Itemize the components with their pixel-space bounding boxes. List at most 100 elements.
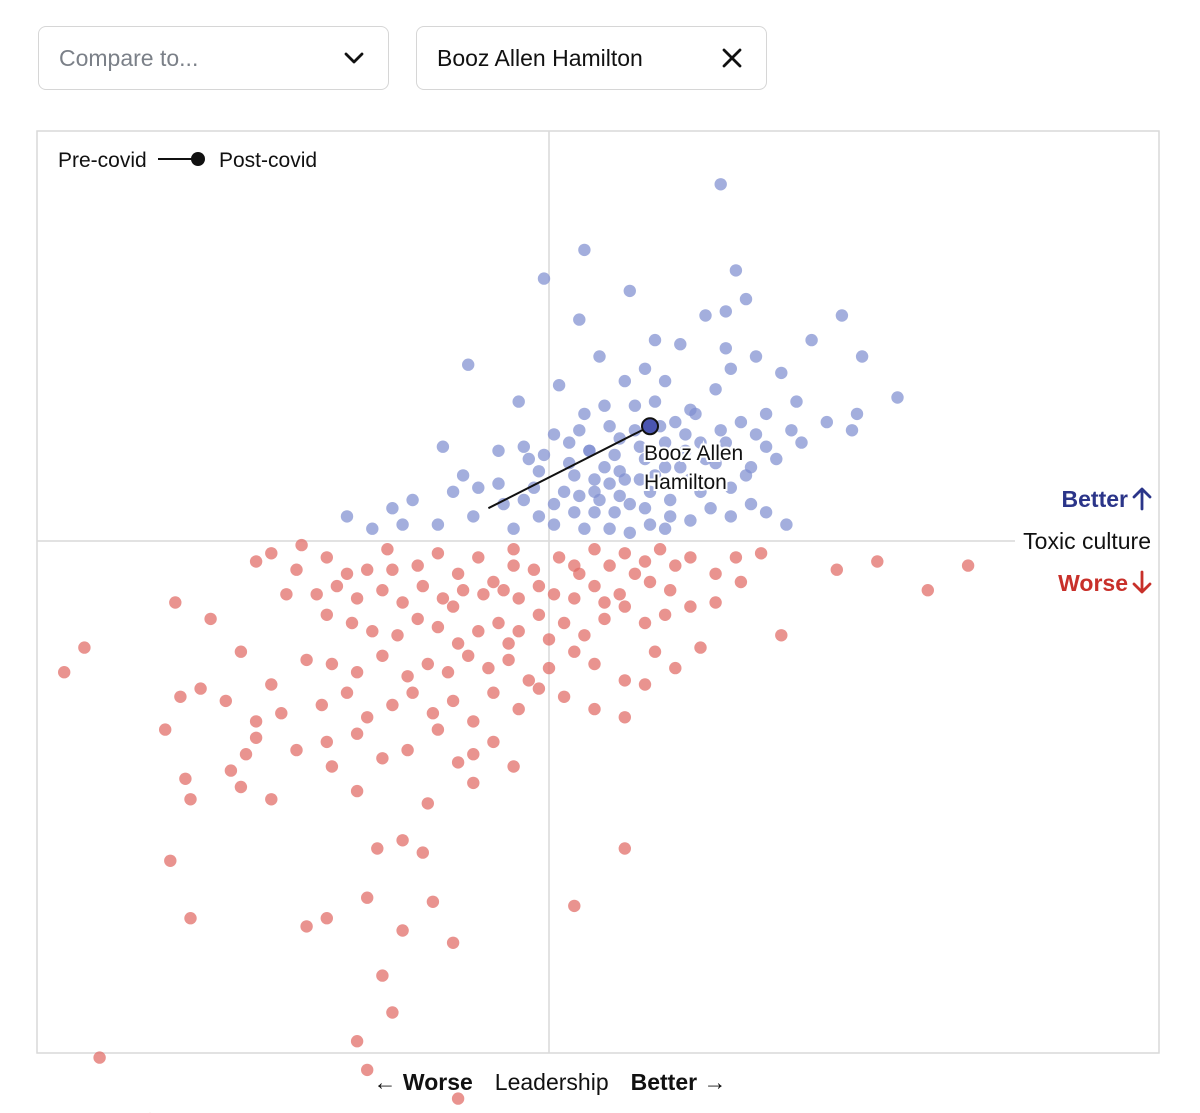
better-point (749, 428, 763, 441)
better-point (623, 526, 636, 539)
worse-point (325, 760, 339, 773)
x-better-group: Better → (631, 1069, 727, 1096)
better-point (608, 506, 621, 519)
better-point (603, 477, 616, 490)
worse-point (467, 776, 480, 790)
better-point (835, 309, 849, 322)
worse-point (224, 764, 238, 777)
better-point (679, 444, 692, 457)
worse-point (568, 559, 581, 572)
better-point (467, 510, 480, 523)
better-point (795, 436, 808, 449)
worse-point (709, 596, 722, 609)
compare-dropdown[interactable]: Compare to... (38, 26, 389, 90)
better-point (547, 518, 561, 531)
worse-point (431, 620, 445, 634)
better-point (724, 510, 737, 523)
worse-point (325, 657, 339, 671)
worse-point (684, 551, 697, 564)
worse-point (456, 584, 470, 597)
chevron-down-icon[interactable] (340, 44, 368, 72)
better-point (628, 399, 642, 412)
better-point (456, 469, 470, 482)
worse-point (653, 543, 667, 556)
worse-point (366, 625, 379, 638)
better-point (517, 440, 530, 453)
better-point (699, 309, 712, 322)
worse-point (451, 1092, 465, 1105)
x-worse-group: ← Worse (374, 1069, 473, 1096)
better-point (492, 477, 505, 490)
better-point (507, 522, 520, 535)
close-icon[interactable] (718, 44, 746, 72)
worse-point (411, 612, 424, 626)
worse-point (694, 641, 707, 654)
worse-point (669, 661, 682, 675)
worse-point (603, 559, 616, 572)
better-point (714, 178, 727, 191)
better-point (563, 436, 576, 449)
worse-point (350, 666, 364, 679)
worse-point (618, 547, 631, 560)
worse-point (638, 616, 652, 630)
worse-point (350, 784, 364, 798)
worse-point (507, 543, 520, 556)
worse-point (613, 588, 626, 601)
better-point (603, 522, 616, 535)
better-point (638, 452, 652, 466)
worse-point (487, 575, 500, 589)
worse-point (376, 969, 389, 982)
plot-frame (36, 130, 1160, 1054)
worse-point (431, 723, 445, 736)
better-point (366, 522, 379, 535)
worse-point (451, 567, 465, 580)
worse-point (159, 723, 172, 736)
worse-point (568, 592, 581, 605)
worse-point (467, 748, 480, 761)
better-point (790, 395, 803, 408)
worse-point (426, 895, 440, 908)
better-point (658, 374, 672, 388)
better-point (658, 522, 672, 535)
better-point (855, 350, 869, 363)
better-point (643, 518, 657, 531)
worse-point (265, 678, 278, 691)
better-point (891, 391, 904, 404)
better-point (613, 432, 626, 445)
y-axis-title: Toxic culture (1023, 528, 1151, 554)
better-point (578, 522, 591, 535)
worse-point (320, 735, 333, 749)
worse-point (684, 600, 697, 613)
better-point (532, 465, 546, 478)
worse-point (310, 588, 323, 601)
worse-point (512, 702, 525, 716)
better-point (734, 415, 748, 429)
worse-point (557, 616, 571, 630)
better-point (588, 506, 601, 519)
worse-point (446, 936, 460, 949)
better-point (436, 440, 450, 453)
better-point (431, 518, 445, 531)
worse-point (492, 616, 505, 630)
worse-point (921, 584, 934, 597)
y-better-label: Better (1062, 486, 1129, 512)
better-point (537, 448, 551, 462)
worse-point (527, 563, 541, 576)
worse-point (618, 600, 631, 613)
worse-point (487, 735, 500, 749)
better-point (633, 440, 647, 453)
worse-point (472, 551, 485, 564)
better-point (552, 379, 566, 392)
better-point (633, 473, 647, 486)
worse-point (174, 690, 187, 703)
legend-post-label: Post-covid (219, 149, 317, 172)
worse-point (431, 547, 445, 560)
x-better-label: Better (630, 1069, 698, 1095)
better-point (608, 448, 621, 462)
better-point (775, 366, 788, 380)
worse-point (265, 793, 278, 806)
better-point (719, 342, 732, 355)
better-point (573, 424, 586, 437)
legend-pre-label: Pre-covid (58, 149, 147, 172)
